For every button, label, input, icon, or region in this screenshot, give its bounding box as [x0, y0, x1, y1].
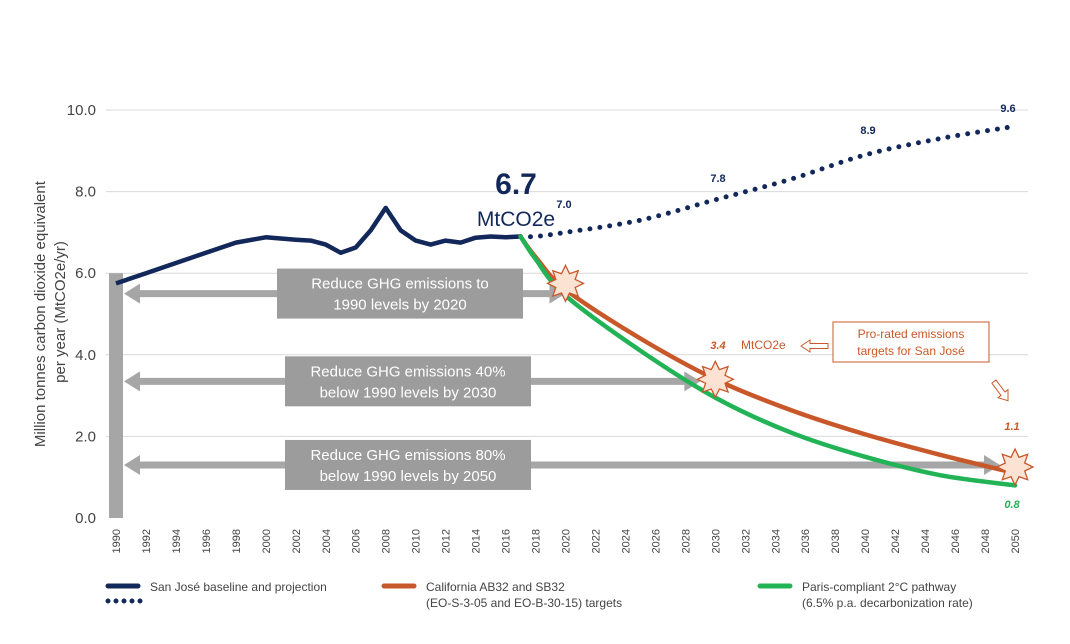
prorated-arrow-left [800, 339, 829, 353]
baseline-line [115, 205, 521, 286]
target-star [995, 447, 1035, 487]
series-lines [115, 123, 1018, 488]
x-tick-label: 1990 [111, 529, 123, 553]
legend-text-line: California AB32 and SB32 [426, 580, 565, 594]
target-star [546, 263, 585, 303]
legend-text-line: Paris-compliant 2°C pathway [802, 580, 956, 594]
callout-box [285, 356, 531, 407]
x-tick-label: 2048 [980, 529, 992, 553]
span-arrow-head-left [124, 283, 140, 304]
x-tick-label: 2014 [471, 529, 483, 553]
x-tick-label: 2038 [830, 529, 842, 553]
y-axis-label-line-1: Million tonnes carbon dioxide equivalent [32, 180, 49, 447]
x-tick-label: 2012 [441, 529, 453, 553]
x-tick-label: 2002 [291, 529, 303, 553]
callout-text-line: below 1990 levels by 2050 [320, 468, 497, 485]
span-arrow-head-left [124, 371, 140, 392]
legend: San José baseline and projection Californ… [105, 580, 973, 610]
y-tick-label: 4.0 [75, 347, 96, 364]
projection-label-2050: 9.6 [1000, 103, 1015, 115]
legend-text-line: (6.5% p.a. decarbonization rate) [802, 596, 973, 610]
x-tick-label: 2040 [860, 529, 872, 553]
span-arrow-head-right [984, 454, 1001, 475]
x-tick-label: 2050 [1010, 529, 1022, 553]
x-tick-label: 2032 [740, 529, 752, 553]
y-axis-label-line-2: per year (MtCO2e/yr) [52, 241, 69, 383]
x-tick-label: 2018 [531, 529, 543, 553]
x-tick-label: 2024 [620, 529, 632, 553]
y-tick-label: 0.0 [75, 510, 96, 527]
x-tick-label: 1992 [141, 529, 153, 553]
projection-label-2017: 7.0 [556, 199, 571, 211]
x-tick-label: 2020 [561, 529, 573, 553]
x-tick-label: 2010 [411, 529, 423, 553]
x-tick-label: 2022 [590, 529, 602, 553]
x-tick-label: 2030 [710, 529, 722, 553]
callout-box [285, 439, 531, 490]
projection-label-2040: 8.9 [860, 125, 875, 137]
prorated-box-text-line: targets for San José [857, 344, 965, 358]
projection-line [518, 123, 1018, 240]
span-arrow-head-right [684, 371, 701, 392]
x-tick-label: 2000 [261, 529, 273, 553]
baseline-1990-bar [109, 273, 123, 518]
x-tick-label: 2046 [950, 529, 962, 553]
x-tick-label: 2006 [351, 529, 363, 553]
y-axis-label: Million tonnes carbon dioxide equivalent… [32, 177, 69, 447]
x-tick-label: 2028 [680, 529, 692, 553]
x-axis-ticks: 1990 1992 1994 1996 1998 2000 2002 2004 2006 2008… [111, 529, 1022, 553]
y-tick-label: 2.0 [75, 428, 96, 445]
x-tick-label: 1996 [201, 529, 213, 553]
x-tick-label: 2008 [381, 529, 393, 553]
x-tick-label: 2004 [321, 529, 333, 553]
callout-text-line: 1990 levels by 2020 [333, 297, 466, 314]
legend-text-line: San José baseline and projection [150, 580, 327, 594]
callout-text-line: Reduce GHG emissions 40% [310, 363, 505, 380]
california-label-2030-unit: MtCO2e [741, 338, 786, 352]
target-star [695, 359, 735, 399]
reduction-arrows: Reduce GHG emissions to 1990 levels by 20… [109, 268, 1001, 518]
prorated-box-text-line: Pro-rated emissions [858, 327, 965, 341]
callout-text-line: below 1990 levels by 2030 [320, 384, 497, 401]
x-tick-label: 2034 [770, 529, 782, 553]
x-tick-label: 2036 [800, 529, 812, 553]
span-arrow-head-left [124, 454, 140, 475]
x-tick-label: 1998 [231, 529, 243, 553]
california-label-2030: 3.4 [710, 340, 725, 352]
y-tick-label: 8.0 [75, 184, 96, 201]
big-value-unit: MtCO2e [477, 208, 555, 231]
y-tick-label: 10.0 [67, 102, 96, 119]
y-axis-ticks: 0.0 2.0 4.0 6.0 8.0 10.0 [67, 102, 96, 527]
callout-text-line: Reduce GHG emissions 80% [310, 447, 505, 464]
x-tick-label: 2026 [650, 529, 662, 553]
x-tick-label: 2042 [890, 529, 902, 553]
prorated-box [832, 321, 990, 363]
big-value-label: 6.7 [495, 168, 537, 201]
x-tick-label: 1994 [171, 529, 183, 553]
x-tick-label: 2044 [920, 529, 932, 553]
target-markers [546, 263, 1035, 487]
prorated-arrow-down [991, 379, 1009, 402]
y-tick-label: 6.0 [75, 265, 96, 282]
callout-box [277, 268, 523, 319]
projection-label-2030: 7.8 [710, 173, 725, 185]
paris-label-2050: 0.8 [1004, 499, 1020, 511]
callout-text-line: Reduce GHG emissions to [311, 276, 489, 293]
california-label-2050: 1.1 [1004, 421, 1019, 433]
x-tick-label: 2016 [501, 529, 513, 553]
legend-text-line: (EO-S-3-05 and EO-B-30-15) targets [426, 596, 622, 610]
